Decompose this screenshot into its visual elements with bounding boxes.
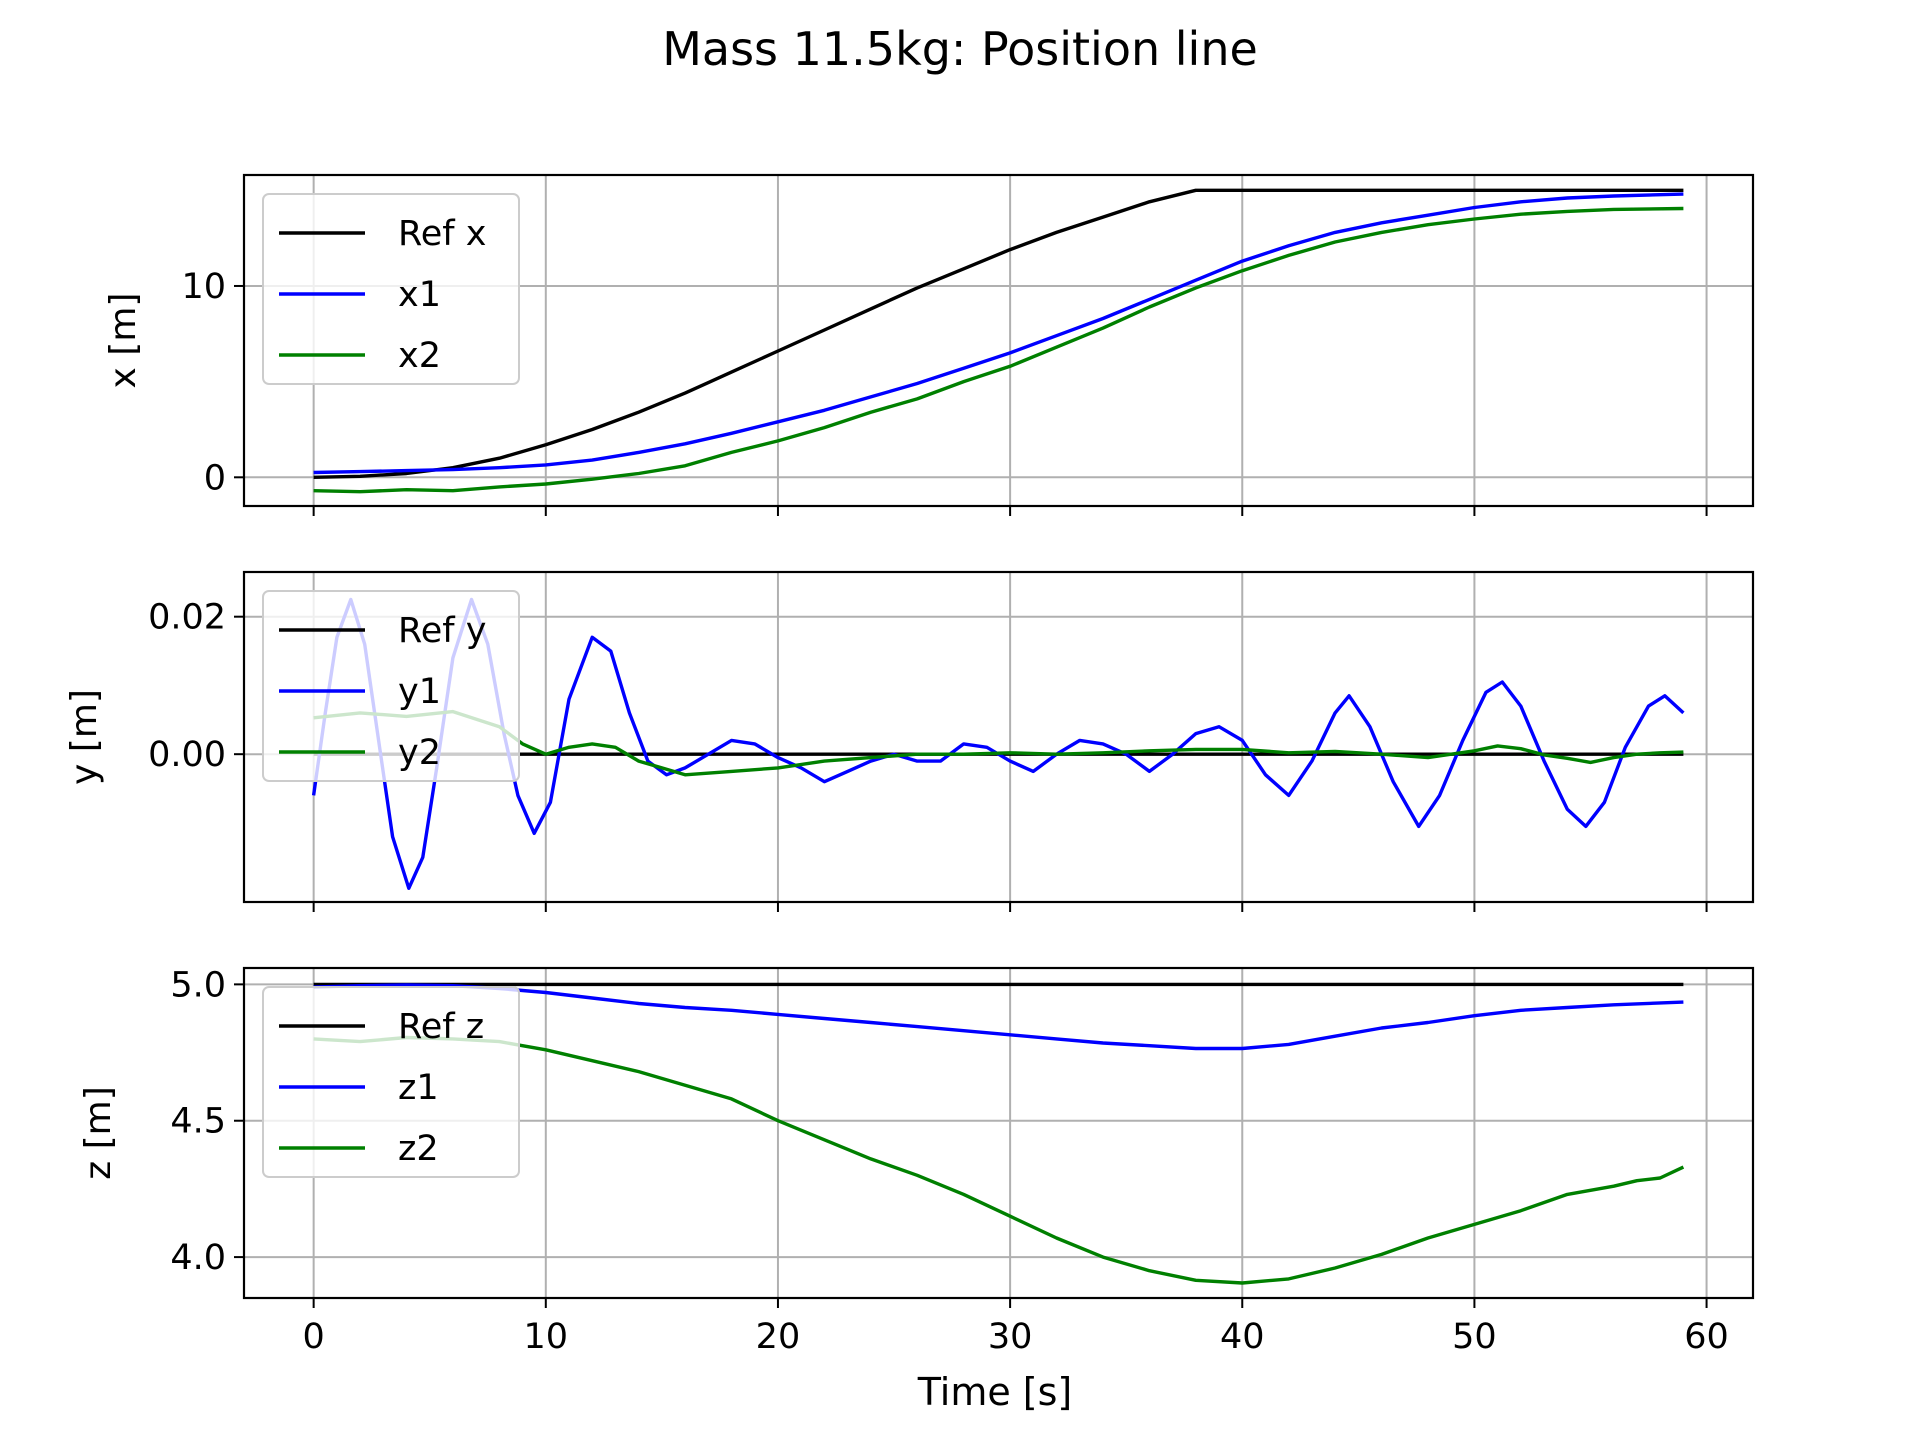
legend: Ref y y1 y2	[262, 590, 520, 782]
y-tick-label: 0.00	[148, 735, 226, 775]
legend-label: y2	[398, 733, 441, 773]
legend-box	[262, 193, 520, 385]
axes-frame	[242, 173, 1755, 508]
chart-title: Mass 11.5kg: Position line	[662, 22, 1258, 76]
legend-label: Ref x	[398, 214, 486, 254]
y-tick-label: 5.0	[170, 965, 226, 1005]
series-line-y2	[313, 709, 1684, 777]
y-axis-label: y [m]	[64, 689, 105, 785]
legend-box	[262, 986, 520, 1178]
x-tick-label: 60	[1684, 1317, 1729, 1357]
axes-frame	[242, 966, 1755, 1300]
legend-label: Ref z	[398, 1007, 484, 1047]
series-line-ref-x	[313, 188, 1684, 479]
x-tick-label: 50	[1452, 1317, 1497, 1357]
y-axis-label: x [m]	[103, 293, 144, 389]
y-tick-label: 10	[181, 267, 226, 307]
axes-frame	[242, 570, 1755, 904]
subplot-3: 0 10 20 30 40 50 60 4.0 4.5 5.0 z [m] Ref z z1 z2	[78, 965, 1755, 1357]
y-tick-label: 0.02	[148, 598, 226, 638]
subplot-2: 0.00 0.02 y [m] Ref y y1 y2	[64, 570, 1755, 912]
x-tick-label: 30	[988, 1317, 1033, 1357]
legend: Ref z z1 z2	[262, 986, 520, 1178]
legend-label: z2	[398, 1129, 439, 1169]
y-tick-label: 0	[204, 458, 226, 498]
series-line-x2	[313, 206, 1684, 494]
legend-label: z1	[398, 1068, 439, 1108]
legend-label: x1	[398, 275, 441, 315]
legend-box	[262, 590, 520, 782]
series-line-z1	[313, 983, 1684, 1051]
x-tick-label: 10	[524, 1317, 569, 1357]
legend-label: x2	[398, 336, 441, 376]
x-tick-label: 0	[303, 1317, 325, 1357]
subplot-1: 0 10 x [m] Ref x x1 x2	[103, 173, 1755, 516]
y-tick-label: 4.5	[170, 1102, 226, 1142]
series-line-z2	[313, 1035, 1685, 1285]
legend-label: y1	[398, 672, 441, 712]
x-axis-label: Time [s]	[917, 1370, 1073, 1414]
legend: Ref x x1 x2	[262, 193, 520, 385]
legend-label: Ref y	[398, 611, 486, 651]
x-tick-label: 20	[756, 1317, 801, 1357]
x-tick-label: 40	[1220, 1317, 1265, 1357]
y-axis-label: z [m]	[78, 1086, 119, 1180]
series-line-x1	[313, 192, 1684, 475]
y-tick-label: 4.0	[170, 1238, 226, 1278]
